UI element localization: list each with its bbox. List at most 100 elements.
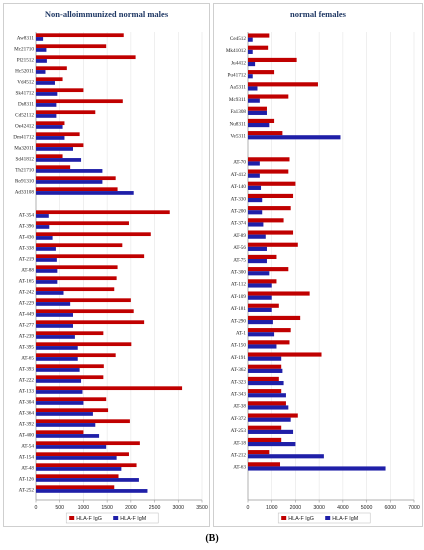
bar-igg (248, 462, 281, 467)
legend-swatch-igm (325, 516, 331, 520)
bar-igm (36, 191, 134, 195)
category-label: Cd52112 (15, 112, 34, 118)
x-tick-label: 1000 (266, 505, 278, 511)
category-label: AT-181 (231, 306, 247, 312)
category-label: AT-330 (231, 196, 247, 202)
category-label: AT-48 (21, 465, 34, 471)
category-label: AT-364 (19, 410, 35, 416)
category-label: AT-338 (19, 245, 35, 251)
category-label: AT-362 (231, 367, 247, 373)
bar-igm (36, 313, 73, 317)
bar-igg (248, 242, 298, 247)
bar-igg (248, 315, 301, 321)
bar-igg (248, 389, 282, 394)
category-label: Sd41812 (16, 156, 35, 162)
legend-swatch-igm (113, 516, 119, 520)
chart-panel-males: Non-alloimmunized normal males 0 500 1000 1… (3, 3, 210, 527)
bar-igm (36, 247, 56, 251)
bar-igm (36, 379, 82, 383)
bar-igm (248, 405, 289, 410)
bar-igm (248, 98, 260, 103)
bar-igm (36, 401, 84, 405)
category-label: AT-54 (21, 443, 34, 449)
bar-igm (36, 59, 47, 63)
category-label: AT-191 (231, 355, 247, 361)
bar-igg (248, 376, 279, 382)
category-label: AT-89 (233, 233, 246, 239)
x-tick-label: 5000 (361, 505, 373, 511)
category-label: AT-18 (233, 440, 246, 446)
bar-igm (36, 390, 83, 394)
bar-igm (36, 114, 57, 118)
bar-igm (36, 302, 71, 306)
bar-igg (36, 353, 116, 358)
bar-igg (36, 408, 109, 413)
x-tick-label: 6000 (385, 505, 397, 511)
category-label: AT-300 (231, 270, 247, 276)
bar-igm (248, 368, 283, 373)
category-label: AT-374 (231, 221, 247, 227)
category-label: AT-222 (19, 377, 35, 383)
bar-igg (248, 303, 279, 308)
bar-igg (36, 375, 104, 380)
bar-igg (36, 232, 151, 237)
bar-igg (248, 291, 310, 296)
bar-igm (36, 412, 93, 416)
bar-igm (36, 92, 58, 96)
bar-igm (36, 357, 78, 361)
bar-igm (248, 344, 277, 349)
x-tick-label: 3000 (173, 505, 185, 511)
bar-igm (248, 86, 258, 91)
figure-label: (B) (205, 533, 219, 544)
category-label: AT-239 (19, 333, 35, 339)
legend-swatch-igg (69, 516, 75, 520)
category-label: Mc21710 (14, 46, 34, 52)
category-label: AT-436 (19, 234, 35, 240)
bar-igg (36, 397, 107, 402)
category-label: Ro91310 (15, 178, 34, 184)
bar-igg (248, 206, 291, 211)
bar-igg (248, 450, 270, 455)
bar-igm (248, 429, 294, 434)
bar-igg (36, 419, 130, 424)
category-label: AT-372 (231, 416, 247, 422)
chart-title: Non-alloimmunized normal males (44, 9, 169, 19)
bar-igm (248, 123, 270, 128)
bar-igg (248, 218, 284, 223)
legend-box (65, 512, 159, 524)
x-tick-label: 2000 (125, 505, 137, 511)
bar-igg (248, 45, 269, 50)
bar-igg (248, 193, 294, 199)
bar-igm (248, 173, 260, 178)
bar-igg (36, 287, 115, 292)
bar-igm (36, 280, 58, 284)
bar-igg (36, 110, 96, 115)
category-label: AT-200 (231, 209, 247, 215)
bar-igg (248, 230, 294, 235)
category-label: AT-150 (231, 343, 247, 349)
x-tick-label: 1000 (78, 505, 90, 511)
bar-igm (248, 381, 284, 386)
bar-igg (36, 66, 67, 71)
bar-igg (36, 485, 115, 490)
bar-igg (248, 169, 289, 174)
x-tick-label: 7000 (408, 505, 420, 511)
x-tick-label: 2500 (149, 505, 161, 511)
bar-igm (36, 456, 117, 460)
bar-igm (36, 136, 65, 140)
bar-igm (248, 37, 253, 42)
bar-igm (36, 269, 58, 273)
bar-igm (248, 234, 266, 239)
bar-igg (36, 430, 84, 435)
legend-label-igg: HLA-F IgG (288, 516, 314, 522)
bar-igg (248, 364, 282, 369)
category-label: Ma32011 (14, 145, 34, 151)
bar-igg (248, 157, 290, 162)
bar-igm (248, 135, 341, 140)
legend-box (277, 512, 371, 524)
bar-igg (36, 187, 118, 192)
category-label: Th21710 (15, 167, 34, 173)
bar-igg (36, 320, 145, 325)
legend-label-igg: HLA-F IgG (76, 516, 102, 522)
category-label: AT-392 (19, 421, 35, 427)
